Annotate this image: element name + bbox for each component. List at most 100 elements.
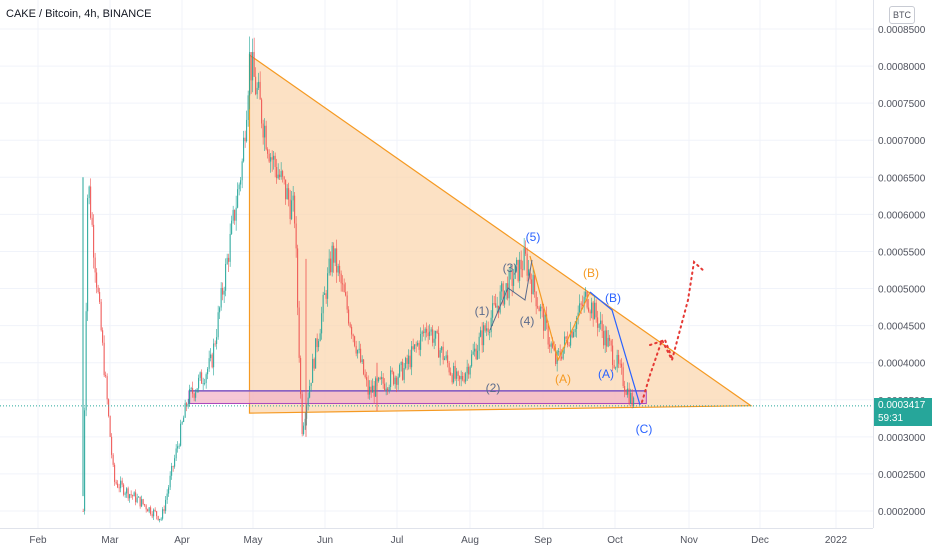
candle-body	[280, 171, 282, 178]
triangle-pattern	[248, 53, 753, 414]
candle-body	[247, 95, 249, 120]
candle-body	[130, 494, 132, 496]
candle-body	[370, 386, 372, 393]
candle-body	[339, 265, 341, 274]
candle-body	[379, 377, 381, 380]
x-tick-label: Jun	[317, 535, 333, 546]
candle-body	[282, 171, 284, 177]
candle-body	[292, 195, 294, 201]
candle-body	[517, 259, 519, 281]
candle-body	[241, 161, 243, 181]
candle-body	[109, 415, 111, 437]
candle-body	[219, 307, 221, 313]
candle-body	[126, 488, 128, 494]
candle-body	[103, 342, 105, 376]
candle-body	[552, 343, 554, 348]
candle-body	[256, 87, 258, 95]
wave-impulse-line	[489, 259, 533, 331]
candle-body	[550, 343, 552, 347]
candle-body	[595, 302, 597, 318]
candle-body	[105, 375, 107, 377]
candle-body	[573, 332, 575, 338]
candle-body	[106, 376, 108, 400]
wave-label: (A)	[555, 372, 571, 386]
candle-body	[399, 365, 401, 377]
candle-body	[364, 374, 366, 378]
candle-body	[505, 283, 507, 291]
candle-body	[255, 76, 257, 95]
candle-body	[478, 336, 480, 351]
candle-body	[273, 155, 275, 160]
candle-body	[414, 344, 416, 349]
candle-body	[222, 287, 224, 295]
candle-body	[373, 385, 375, 397]
candle-body	[616, 354, 618, 368]
candle-body	[88, 186, 90, 199]
candle-body	[141, 499, 143, 507]
candle-body	[223, 290, 225, 295]
candle-body	[166, 493, 168, 500]
candle-body	[403, 368, 405, 380]
candle-body	[316, 338, 318, 348]
candle-body	[633, 397, 635, 407]
candle-body	[496, 305, 498, 308]
candle-body	[411, 346, 413, 368]
candle-body	[112, 454, 114, 465]
candle-body	[289, 199, 291, 220]
candle-body	[265, 125, 267, 150]
candle-body	[354, 336, 356, 346]
candle-body	[621, 363, 623, 368]
candle-body	[454, 366, 456, 379]
candle-body	[510, 270, 512, 272]
y-tick-label: 0.0003000	[878, 433, 926, 444]
last-price-value: 0.0003417	[878, 400, 926, 411]
candle-body	[240, 180, 242, 185]
candle-body	[172, 466, 174, 467]
candle-body	[471, 354, 473, 367]
x-tick-label: 2022	[825, 535, 848, 546]
candle-body	[142, 499, 144, 505]
candle-body	[442, 346, 444, 360]
candle-body	[175, 448, 177, 459]
candle-body	[495, 303, 497, 308]
candle-body	[388, 387, 390, 391]
candle-body	[561, 356, 563, 359]
candle-body	[111, 436, 113, 455]
wave-label: (B)	[583, 266, 599, 280]
candle-body	[210, 354, 212, 359]
candle-body	[253, 52, 255, 77]
candle-body	[553, 347, 555, 351]
candle-body	[598, 324, 600, 328]
candle-body	[430, 329, 432, 332]
candle-body	[220, 287, 222, 308]
candle-body	[271, 157, 273, 160]
currency-button[interactable]: BTC	[889, 6, 915, 24]
candle-body	[310, 382, 312, 387]
candle-body	[168, 487, 170, 494]
candle-body	[150, 507, 152, 515]
candle-body	[85, 311, 87, 411]
candle-body	[609, 337, 611, 341]
y-tick-label: 0.0005500	[878, 247, 926, 258]
candle-body	[558, 351, 560, 353]
candle-body	[250, 52, 252, 81]
candle-body	[502, 283, 504, 305]
candle-body	[409, 355, 411, 368]
candle-body	[594, 302, 596, 320]
candle-body	[540, 306, 542, 312]
y-tick-label: 0.0007500	[878, 99, 926, 110]
candle-body	[523, 248, 525, 270]
candle-body	[132, 495, 134, 497]
candle-body	[270, 157, 272, 162]
candle-body	[612, 345, 614, 365]
wave-label: (A)	[598, 367, 614, 381]
x-tick-label: Oct	[607, 535, 623, 546]
candle-body	[204, 383, 206, 384]
projection-line	[641, 260, 706, 403]
candle-body	[460, 376, 462, 380]
candle-body	[312, 358, 314, 383]
candle-body	[199, 372, 201, 378]
y-tick-label: 0.0002000	[878, 507, 926, 518]
candle-body	[333, 245, 335, 263]
